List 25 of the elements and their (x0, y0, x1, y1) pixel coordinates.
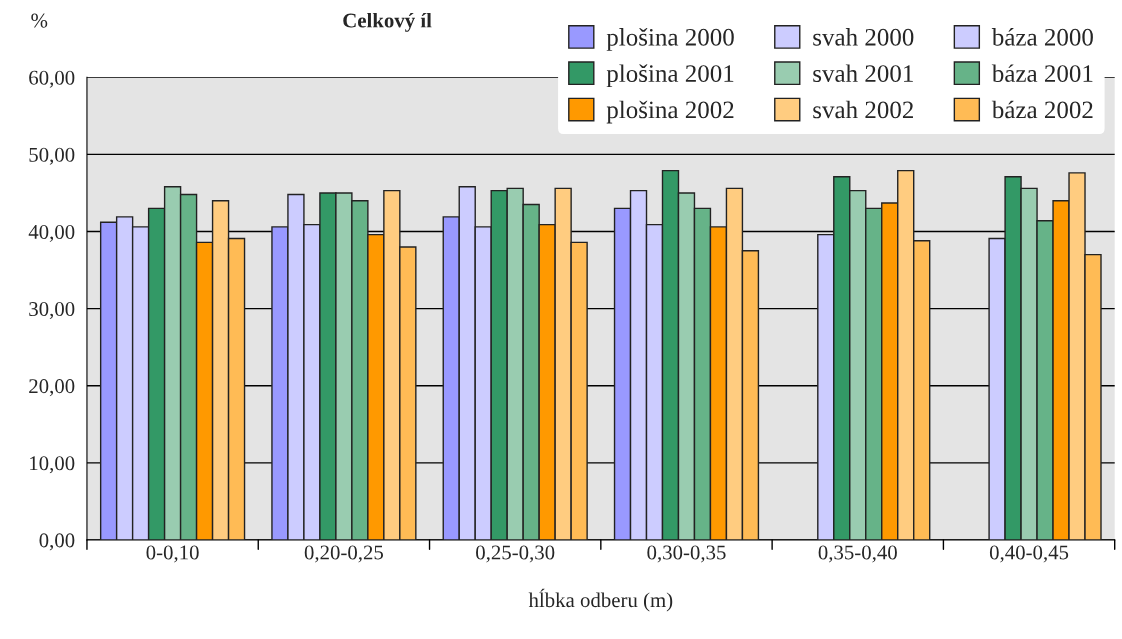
x-tick-label: 0,25-0,30 (476, 545, 555, 563)
legend-label: svah 2002 (813, 100, 913, 119)
legend-label: plošina 2002 (606, 100, 734, 124)
y-tick-label: 0,00 (39, 533, 75, 551)
legend-label: plošina 2000 (606, 28, 734, 51)
y-tick-label: 10,00 (30, 456, 75, 474)
y-tick-label: 40,00 (28, 224, 75, 242)
legend-label: svah 2001 (813, 64, 913, 83)
y-tick-label: 60,00 (29, 70, 75, 88)
y-tick-label: 30,00 (29, 302, 75, 320)
legend-label: báza 2002 (991, 100, 1093, 119)
chart-title: Celkový íl (343, 12, 432, 32)
x-axis-title: hĺbka odberu (m) (528, 588, 673, 612)
y-tick-label: 50,00 (29, 147, 75, 165)
legend-label: báza 2001 (991, 64, 1093, 83)
y-axis-title: % (31, 13, 48, 28)
legend-label: plošina 2001 (606, 64, 734, 88)
x-tick-label: 0,35-0,40 (818, 545, 897, 563)
legend-label: svah 2000 (813, 28, 914, 46)
x-tick-label: 0,40-0,45 (989, 545, 1069, 563)
x-tick-label: 0-0,10 (146, 545, 199, 563)
y-tick-label: 20,00 (29, 379, 75, 397)
x-tick-label: 0,20-0,25 (304, 545, 384, 563)
legend-label: báza 2000 (991, 28, 1093, 46)
x-tick-label: 0,30-0,35 (647, 545, 726, 563)
